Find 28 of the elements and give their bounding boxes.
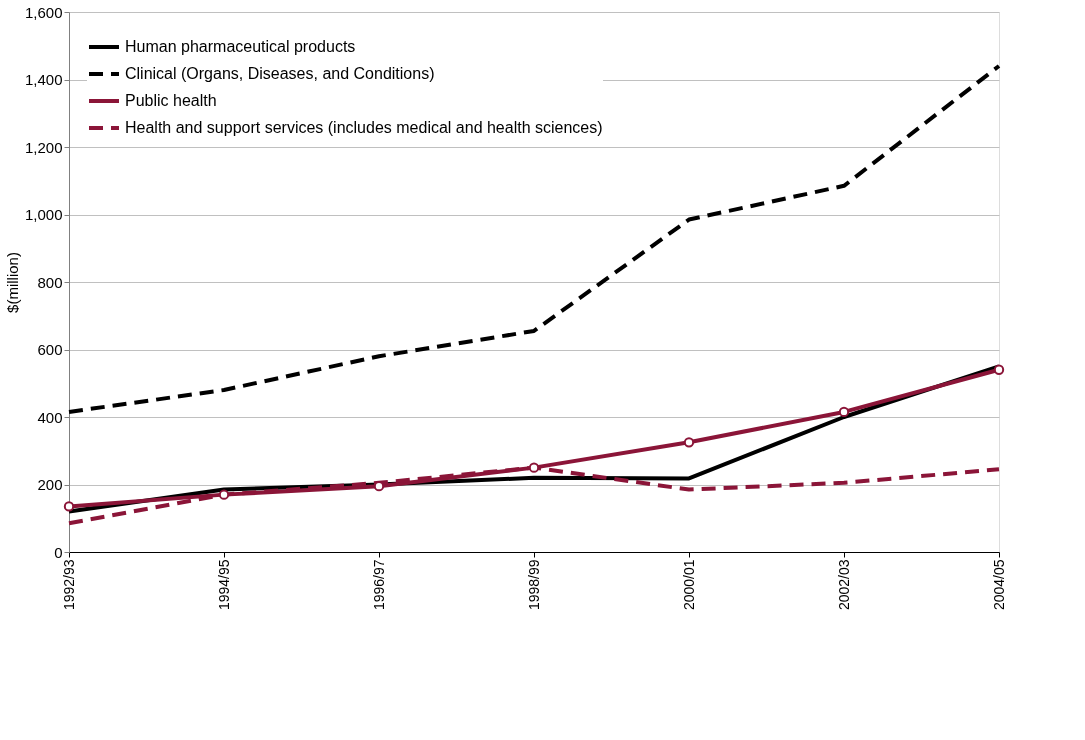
point <box>528 462 540 473</box>
legend-label: Health and support services (includes medical and health sciences) <box>125 119 603 136</box>
legend-label: Public health <box>125 92 217 109</box>
y-tick-label: 1,000 <box>24 206 63 223</box>
point <box>218 489 230 500</box>
y-tick-label: 0 <box>54 543 63 561</box>
y-tick-label: 800 <box>37 273 63 291</box>
x-tick-label: 1992/93 <box>60 559 77 611</box>
x-tick-label: 1996/97 <box>370 559 387 611</box>
x-tick-label: 2002/03 <box>835 559 852 611</box>
y-tick-label: 1,600 <box>24 3 63 21</box>
y-axis-title: $(million) <box>3 252 21 313</box>
x-tick-label: 2000/01 <box>680 559 697 611</box>
y-tick-label: 400 <box>37 408 63 426</box>
y-tick-label: 1,400 <box>24 71 63 88</box>
point <box>63 501 75 512</box>
y-tick-label: 200 <box>37 476 63 493</box>
y-tick-label: 1,200 <box>24 138 63 156</box>
line-series <box>67 64 1001 414</box>
y-tick-label: 600 <box>37 341 63 358</box>
point <box>683 437 695 448</box>
x-tick-label: 1998/99 <box>525 559 542 611</box>
x-tick-label: 1994/95 <box>215 559 232 611</box>
point <box>838 406 850 418</box>
point <box>993 364 1005 375</box>
legend-label: Human pharmaceutical products <box>125 38 356 55</box>
legend-label: Clinical (Organs, Diseases, and Conditions) <box>125 65 435 82</box>
x-tick-label: 2004/05 <box>990 559 1007 611</box>
